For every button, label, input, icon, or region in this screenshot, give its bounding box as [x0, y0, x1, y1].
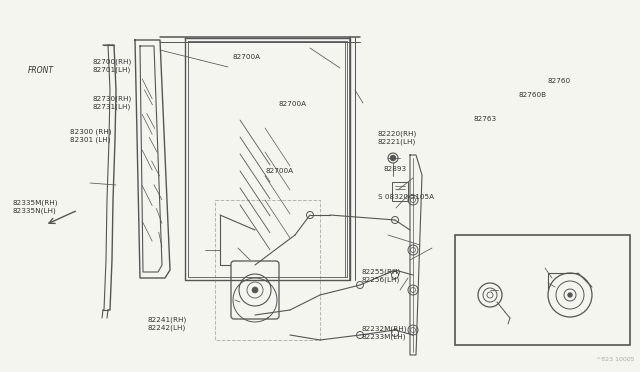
Text: 82255(RH)
82256(LH): 82255(RH) 82256(LH): [362, 268, 401, 282]
Text: 82300 (RH)
82301 (LH): 82300 (RH) 82301 (LH): [70, 129, 112, 143]
Text: 82760: 82760: [547, 78, 570, 84]
Text: 82700A: 82700A: [278, 101, 307, 107]
Text: 82893: 82893: [384, 166, 407, 172]
Text: 82763: 82763: [474, 116, 497, 122]
Text: FRONT: FRONT: [28, 66, 53, 75]
Circle shape: [252, 287, 258, 293]
Bar: [455, 235, 630, 345]
Circle shape: [390, 155, 396, 160]
Text: 82232M(RH)
82233M(LH): 82232M(RH) 82233M(LH): [362, 326, 407, 340]
Text: 82700(RH)
82701(LH): 82700(RH) 82701(LH): [93, 59, 132, 73]
Text: 82730(RH)
82731(LH): 82730(RH) 82731(LH): [93, 95, 132, 109]
Text: 82700A: 82700A: [232, 54, 260, 60]
Text: 82760B: 82760B: [518, 92, 547, 98]
Text: 82241(RH)
82242(LH): 82241(RH) 82242(LH): [147, 317, 186, 331]
Text: 82700A: 82700A: [266, 168, 294, 174]
Text: ^823 10005: ^823 10005: [596, 357, 635, 362]
Text: 82335M(RH)
82335N(LH): 82335M(RH) 82335N(LH): [13, 199, 58, 214]
Circle shape: [568, 293, 572, 297]
Text: 82220(RH)
82221(LH): 82220(RH) 82221(LH): [378, 131, 417, 145]
Text: S 08320-5105A: S 08320-5105A: [378, 194, 434, 200]
